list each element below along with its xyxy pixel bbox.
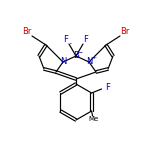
Text: B: B: [73, 52, 79, 60]
Text: −: −: [77, 50, 83, 55]
Text: +: +: [91, 55, 96, 60]
Text: N: N: [60, 57, 66, 67]
Text: F: F: [84, 36, 88, 45]
Text: N: N: [86, 57, 92, 67]
Text: .: .: [69, 36, 73, 46]
Text: Br: Br: [120, 28, 130, 36]
Text: Me: Me: [88, 116, 99, 122]
Text: F: F: [64, 36, 68, 45]
Text: Br: Br: [22, 28, 32, 36]
Text: F: F: [105, 83, 110, 93]
